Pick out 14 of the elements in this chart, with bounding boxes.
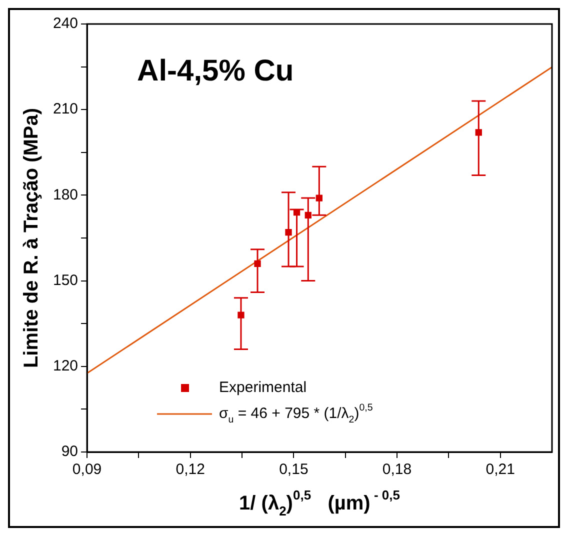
x-tick-label: 0,18 [382, 461, 412, 478]
y-tick-label: 210 [52, 100, 78, 118]
y-tick-label: 240 [52, 15, 78, 32]
y-tick-label: 180 [52, 186, 78, 204]
legend-label: Experimental [219, 379, 307, 396]
y-tick-label: 90 [61, 443, 78, 460]
x-tick-label: 0,15 [279, 461, 308, 478]
text: Al-4,5% Cu [137, 54, 294, 88]
y-axis-title: Limite de R. à Tração (MPa) [20, 108, 43, 368]
x-tick-label: 0,09 [72, 461, 102, 478]
y-tick-label: 120 [52, 358, 78, 375]
x-tick-label: 0,12 [176, 461, 205, 478]
x-tick-label: 0,21 [486, 461, 515, 478]
y-tick-label: 150 [52, 272, 78, 289]
